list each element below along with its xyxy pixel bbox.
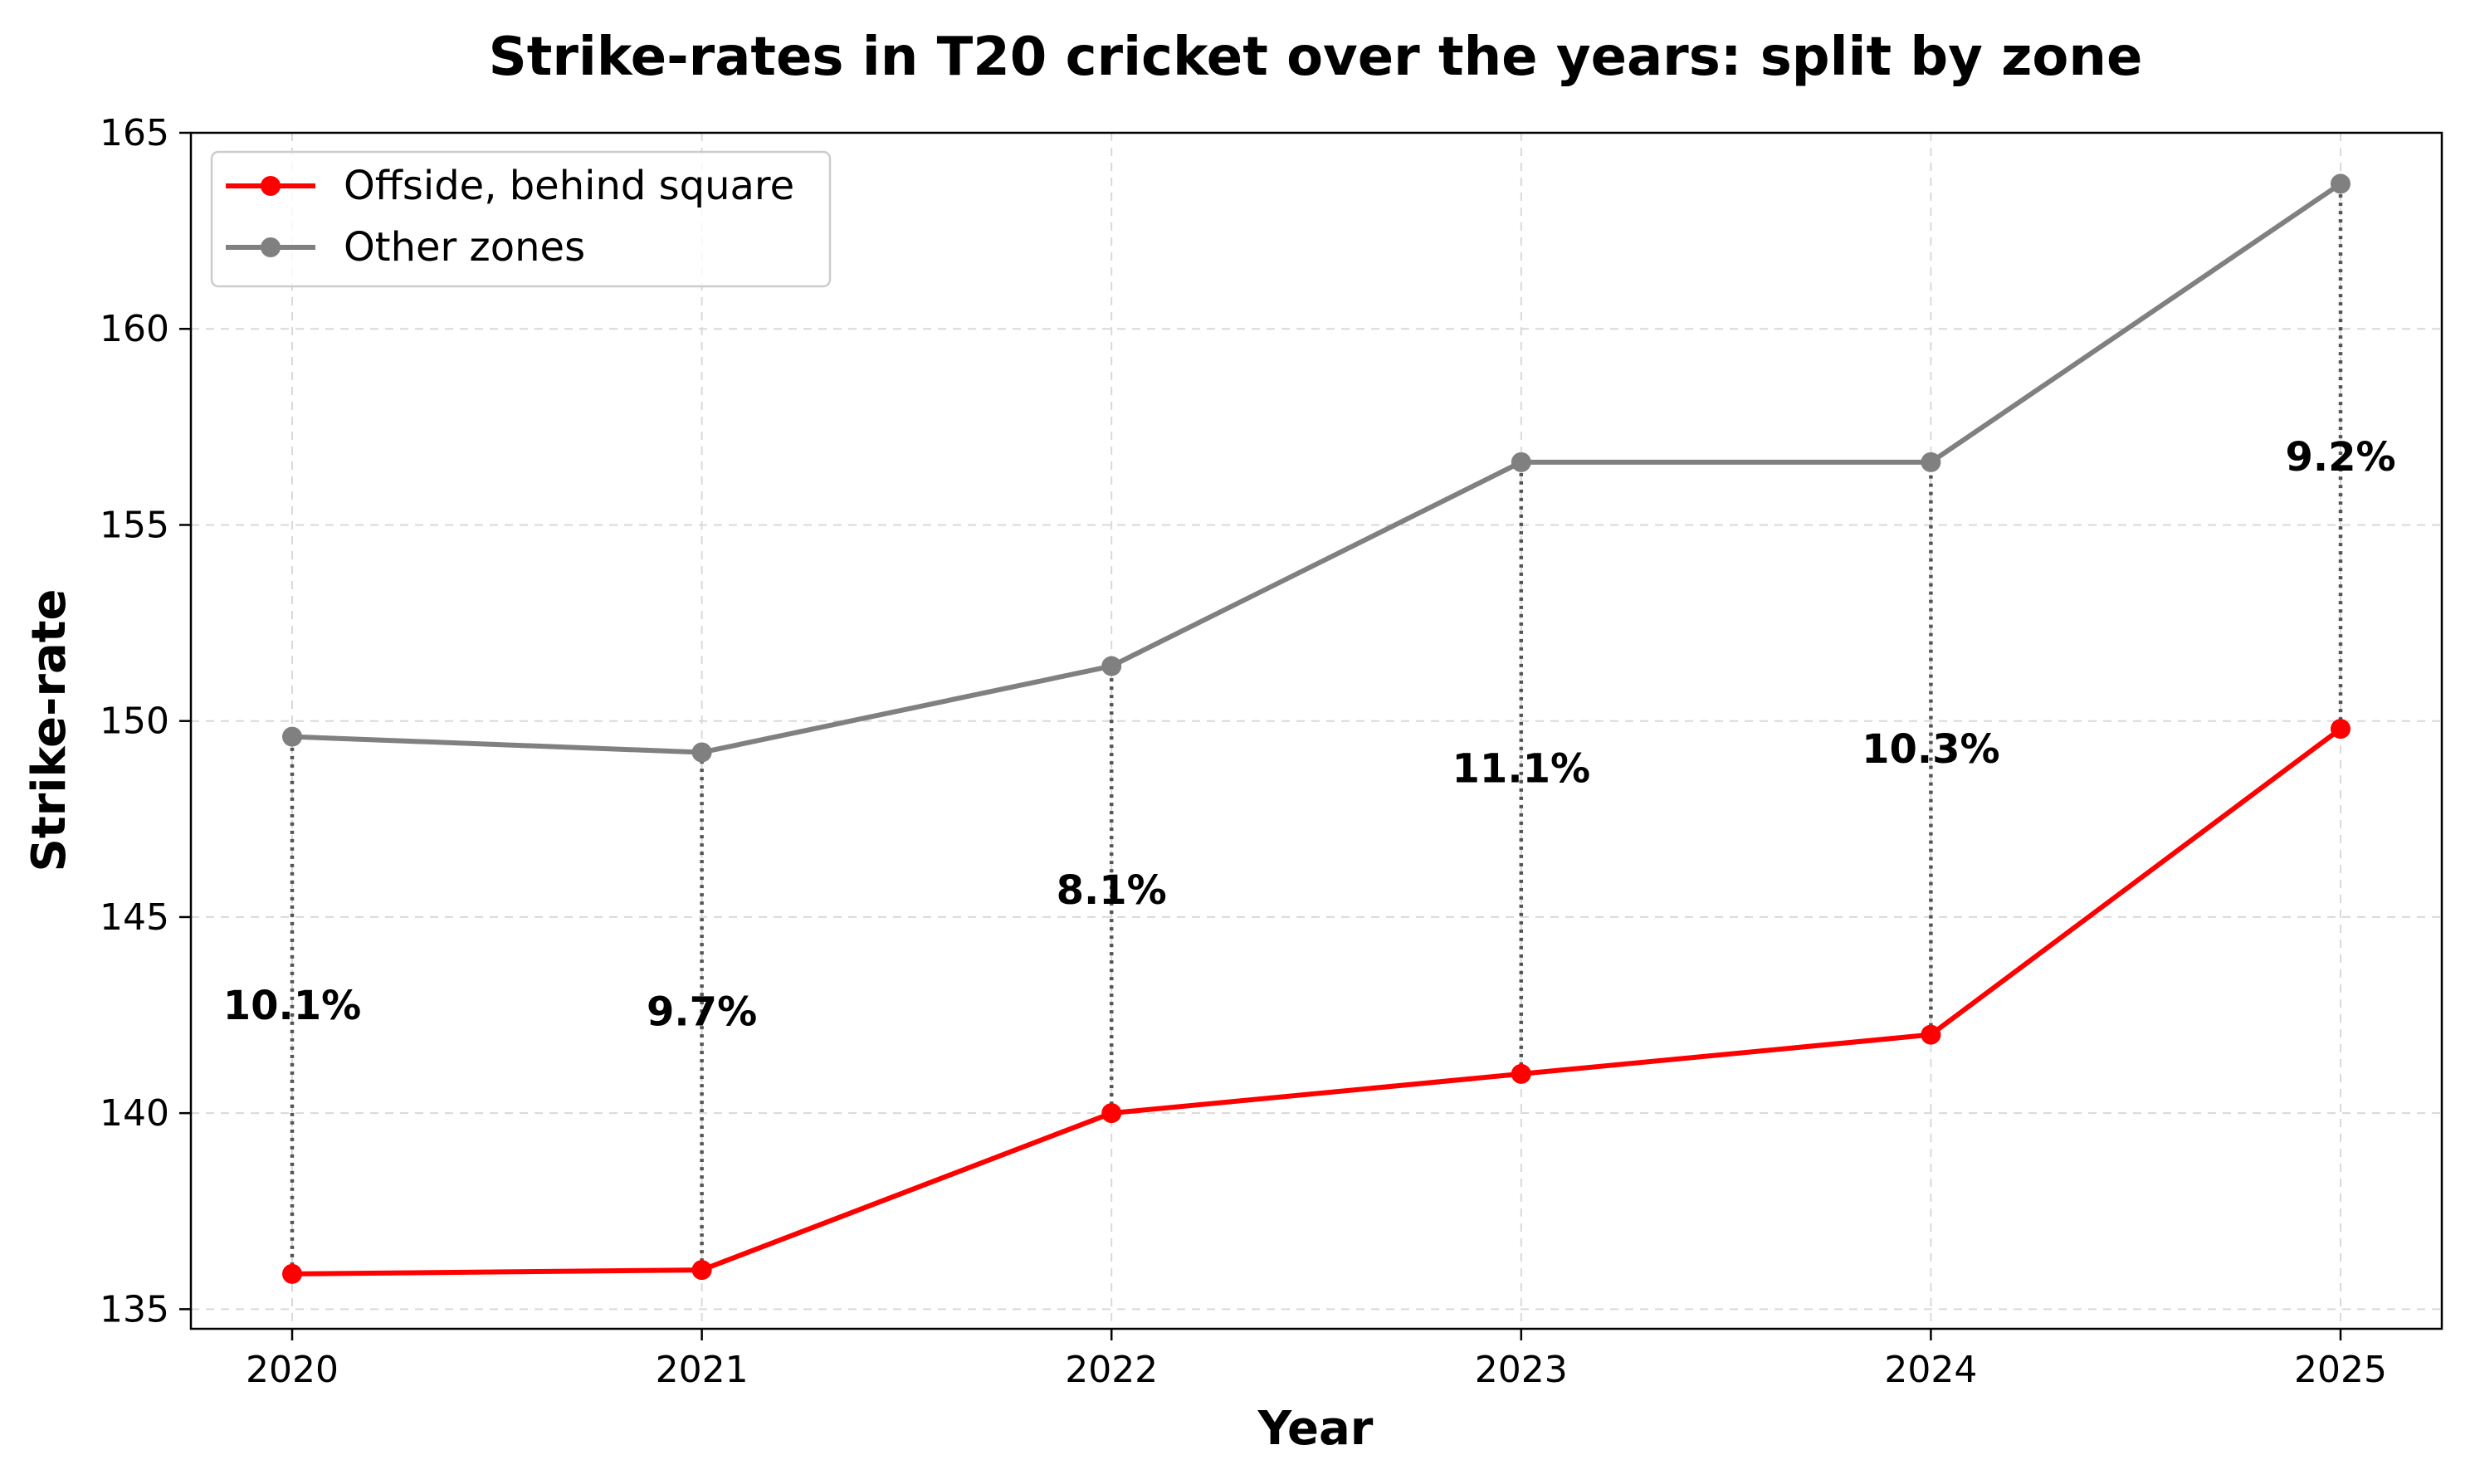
x-tick-label: 2022	[1065, 1349, 1158, 1391]
series-layer	[282, 173, 2351, 1284]
axis-ticks: 135 140 145 150 155 160 165 2020 2021 2022 2023 202…	[100, 112, 2387, 1391]
gap-label: 10.1%	[223, 983, 362, 1029]
y-tick-label: 155	[100, 504, 169, 546]
x-tick-label: 2020	[246, 1349, 339, 1391]
gap-labels: 10.1% 9.7% 8.1% 11.1% 10.3% 9.2%	[223, 434, 2396, 1036]
y-tick-label: 160	[100, 308, 169, 350]
gap-label: 9.2%	[2285, 434, 2395, 481]
legend-label-other: Other zones	[344, 224, 585, 271]
data-point-other	[1511, 452, 1531, 472]
legend-marker-other	[261, 237, 281, 257]
data-point-other	[282, 726, 302, 747]
x-tick-label: 2024	[1884, 1349, 1977, 1391]
x-tick-label: 2021	[656, 1349, 749, 1391]
y-tick-label: 140	[100, 1092, 169, 1135]
data-point-other	[691, 742, 712, 763]
x-axis-label: Year	[1257, 1402, 1374, 1456]
series-line-other	[291, 181, 2342, 755]
data-point-other	[1101, 656, 1122, 676]
data-point-offside	[282, 1263, 302, 1284]
gap-label: 9.7%	[647, 989, 757, 1035]
data-point-other	[2331, 173, 2351, 194]
series-line-offside	[291, 726, 2342, 1277]
gap-label: 10.3%	[1862, 726, 2000, 773]
legend: Offside, behind square Other zones	[210, 150, 832, 288]
chart-title: Strike-rates in T20 cricket over the yea…	[489, 27, 2143, 88]
legend-label-offside: Offside, behind square	[344, 163, 794, 209]
data-point-offside	[1511, 1063, 1531, 1084]
data-point-other	[1921, 452, 1941, 472]
gap-label: 11.1%	[1452, 745, 1591, 792]
plot-frame	[189, 131, 2443, 1330]
y-tick-label: 150	[100, 701, 169, 743]
y-tick-label: 135	[100, 1288, 169, 1330]
data-point-offside	[1921, 1024, 1941, 1045]
data-point-offside	[691, 1260, 712, 1281]
data-point-offside	[2331, 719, 2351, 740]
x-tick-label: 2025	[2294, 1349, 2387, 1391]
gap-connectors	[290, 183, 2343, 1274]
y-tick-label: 145	[100, 896, 169, 939]
legend-box	[210, 150, 832, 288]
y-axis-label: Strike-rate	[22, 588, 76, 871]
data-point-offside	[1101, 1103, 1122, 1124]
legend-marker-offside	[261, 176, 281, 196]
y-tick-label: 165	[100, 112, 169, 154]
x-tick-label: 2023	[1475, 1349, 1568, 1391]
gap-label: 8.1%	[1057, 867, 1167, 914]
